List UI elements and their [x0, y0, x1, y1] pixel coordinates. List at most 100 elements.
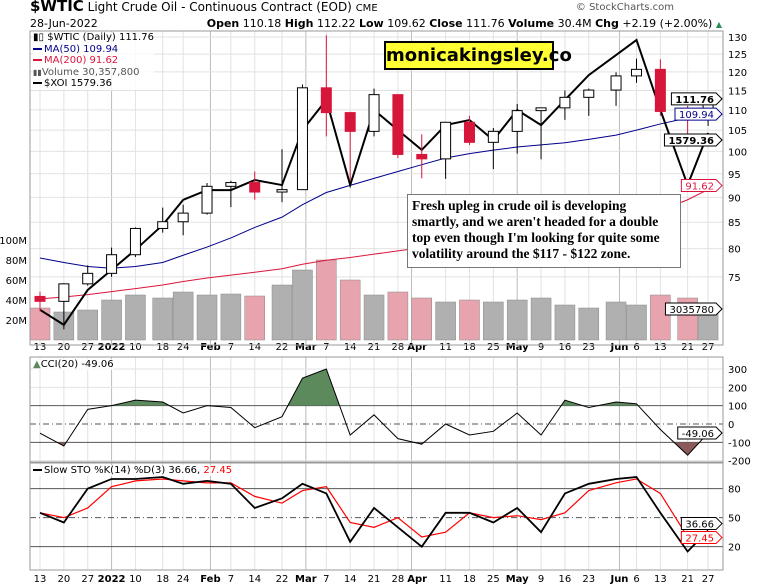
legend-ma50-text: MA(50) 109.94	[44, 43, 119, 55]
x-tick-label: 6	[633, 574, 639, 585]
x-tick-label: 6	[633, 342, 639, 353]
x-tick-label: 13	[654, 574, 667, 585]
volume-bar	[101, 299, 122, 341]
x-tick-label: Feb	[200, 342, 220, 353]
sto-tick-label: 50	[728, 514, 741, 525]
ohlc-summary: Open 110.18 High 112.22 Low 109.62 Close…	[207, 17, 722, 31]
x-tick-label: Mar	[295, 574, 317, 585]
volume-bar	[363, 294, 385, 341]
x-tick-label: 20	[57, 342, 70, 353]
legend-price-text: $WTIC (Daily) 111.76	[47, 32, 154, 43]
x-tick-label: Apr	[407, 574, 427, 585]
x-tick-label: 14	[344, 574, 357, 585]
k-value-tag-group: 36.66	[680, 517, 723, 531]
cci-value-tag-group: -49.06	[677, 426, 723, 440]
x-tick-label: 16	[559, 342, 572, 353]
x-tick-label: 2022	[98, 574, 126, 585]
legend-volume: ▮▮Volume 30,357,800	[33, 67, 154, 79]
cci-legend-text: CCI(20) -49.06	[40, 359, 114, 370]
volume-tick-label: 100M	[0, 236, 27, 247]
ma50-line	[39, 109, 709, 269]
candle-body	[392, 94, 404, 155]
volume-tick-label: 60M	[6, 276, 27, 287]
volume-bar	[339, 279, 361, 341]
price-legend: ▮▯ $WTIC (Daily) 111.76 MA(50) 109.94 MA…	[33, 32, 154, 90]
low-label: Low	[358, 17, 384, 30]
x-tick-label: 23	[582, 342, 595, 353]
open-label: Open	[206, 17, 240, 30]
x-tick-label: 14	[248, 574, 261, 585]
volume-bar	[244, 295, 265, 341]
cci-legend: ▲CCI(20) -49.06	[33, 359, 114, 370]
cci-value-tag: -49.06	[682, 429, 714, 440]
x-tick-label: 13	[654, 342, 667, 353]
x-tick-label: 18	[156, 342, 169, 353]
price-panel-frame	[29, 30, 724, 346]
candle-body	[416, 153, 428, 160]
price-tick-label: 130	[728, 33, 747, 44]
cci-tick-label: 300	[728, 365, 747, 376]
volume-bar	[387, 291, 409, 341]
sto-d-line	[39, 478, 709, 541]
x-tick-label: 10	[129, 574, 142, 585]
volume-bar	[554, 304, 576, 341]
x-tick-label: May	[506, 574, 529, 585]
candle-body	[129, 227, 141, 256]
candle-body	[559, 96, 571, 109]
volume-bar	[292, 269, 313, 341]
open-value: 110.18	[242, 17, 282, 30]
sto-legend-d: 27.45	[203, 465, 233, 476]
sto-tick-label: 20	[728, 543, 741, 554]
x-tick-label: Jun	[609, 342, 628, 353]
cci-panel-frame	[29, 356, 724, 463]
volume-bar	[220, 293, 242, 341]
xoi-value-tag-box	[663, 133, 723, 147]
sto-legend: Slow STO %K(14) %D(3) 36.66, 27.45	[33, 465, 233, 476]
candle-body	[106, 254, 118, 274]
x-tick-label: 27	[702, 574, 715, 585]
candle-body	[368, 94, 380, 132]
promo-banner[interactable]: monicakingsley.co	[384, 41, 572, 70]
volume-bar	[196, 294, 218, 341]
x-tick-label: 18	[463, 574, 476, 585]
cci-tick-label: -200	[728, 457, 751, 468]
d-value-tag-group: 27.45	[680, 531, 723, 545]
volume-bar	[506, 299, 528, 341]
sto-k-line	[39, 476, 709, 553]
up-triangle-icon: ▲	[715, 20, 722, 29]
candle-body	[201, 185, 213, 214]
x-tick-label: 16	[559, 574, 572, 585]
annotation-line: Fresh upleg in crude oil is developing	[412, 198, 627, 213]
close-label: Close	[429, 17, 463, 30]
x-tick-label: 13	[34, 342, 47, 353]
ma50-value-tag: 109.94	[679, 110, 714, 121]
x-tick-label: 7	[228, 342, 234, 353]
volume-value-tag: 3035780	[669, 305, 714, 316]
price-tick-label: 95	[728, 170, 741, 181]
candle-body	[276, 189, 288, 193]
k-value-tag: 36.66	[685, 520, 714, 531]
x-tick-label: 27	[81, 342, 94, 353]
mountain-icon: ▲	[33, 359, 41, 370]
cci-tick-label: 200	[728, 383, 747, 394]
close-value-tag-box	[670, 92, 723, 106]
x-tick-label: 7	[323, 342, 329, 353]
price-tick-label: 85	[728, 218, 741, 229]
high-label: High	[284, 17, 314, 30]
cci-tick-label: -100	[728, 438, 751, 449]
candle-body	[583, 89, 595, 98]
volume-bar	[626, 304, 647, 341]
quote-date: 28-Jun-2022	[30, 17, 98, 30]
ma200-value-tag-box	[680, 179, 723, 193]
candle-body	[249, 182, 261, 193]
legend-price: ▮▯ $WTIC (Daily) 111.76	[33, 32, 154, 44]
cci-value-tag-box	[677, 426, 723, 440]
volume-value-tag-group: 3035780	[664, 302, 723, 316]
watermark: © StockCharts.com	[575, 2, 674, 13]
candle-body	[535, 107, 547, 112]
sto-tick-label: 80	[728, 485, 741, 496]
x-tick-label: 21	[368, 342, 381, 353]
x-tick-label: 20	[57, 574, 70, 585]
legend-volume-text: Volume 30,357,800	[41, 66, 140, 78]
candle-body	[610, 75, 622, 91]
